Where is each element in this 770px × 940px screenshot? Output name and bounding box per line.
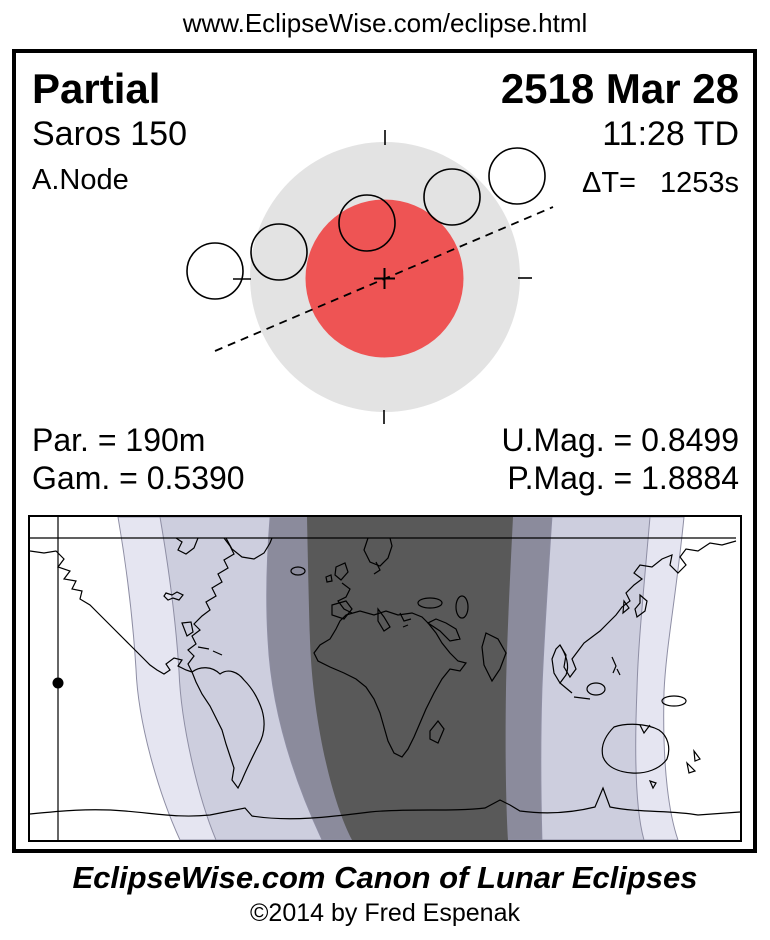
moon-position-4	[423, 168, 481, 226]
map-marker-dot	[52, 677, 64, 689]
delta-t-label: ΔT=	[581, 167, 636, 199]
delta-t-value: 1253s	[659, 167, 739, 199]
coastline-japan	[634, 593, 648, 619]
coastline-north-america-east	[187, 537, 235, 673]
stat-pmag: P.Mag. = 1.8884	[507, 460, 739, 496]
coastline-caribbean	[197, 646, 223, 656]
moon-position-5	[488, 147, 546, 205]
stat-gam: Gam. = 0.5390	[32, 460, 245, 496]
stat-umag: U.Mag. = 0.8499	[501, 422, 739, 458]
visibility-map	[30, 517, 740, 840]
moon-path-dashed-line	[214, 206, 554, 352]
coastline-java	[573, 696, 591, 700]
coastline-korea	[622, 599, 630, 615]
coastline-black-sea	[417, 597, 443, 609]
coastline-great-lakes	[163, 591, 184, 601]
coastline-philippines	[611, 656, 621, 676]
saros-label: Saros 150	[32, 115, 187, 153]
eclipse-card-inner: Partial 2518 Mar 28 Saros 150 11:28 TD A…	[16, 53, 753, 849]
zone-eclipse-full	[307, 517, 513, 840]
coastline-iceland	[290, 566, 306, 576]
copyright-line: ©2014 by Fred Espenak	[250, 899, 520, 927]
page-url: www.EclipseWise.com/eclipse.html	[182, 8, 588, 38]
coastline-italy	[377, 607, 391, 632]
coastline-baltic	[373, 561, 381, 575]
eclipse-card: Partial 2518 Mar 28 Saros 150 11:28 TD A…	[12, 49, 757, 853]
shadow-geometry-diagram	[186, 130, 554, 424]
coastline-europe-west	[337, 582, 353, 614]
canon-title: EclipseWise.com Canon of Lunar Eclipses	[72, 860, 698, 895]
coastlines	[30, 537, 740, 820]
coastline-new-zealand	[686, 748, 701, 774]
moon-position-3	[338, 194, 396, 252]
coastline-greenland	[225, 537, 273, 560]
coastline-tasmania	[648, 780, 657, 790]
moon-position-1	[186, 242, 244, 300]
coastline-india	[481, 632, 507, 683]
coastline-scandinavia	[363, 537, 393, 567]
coastline-africa	[313, 610, 468, 758]
coastline-antarctica	[30, 786, 740, 820]
coastline-ireland	[325, 574, 333, 583]
coastline-greece	[399, 612, 412, 628]
delta-t-row: ΔT= 1253s	[582, 167, 739, 200]
coastline-new-guinea	[661, 695, 687, 707]
moon-positions	[186, 147, 546, 300]
coastline-caspian-sea	[455, 595, 469, 619]
coastline-sumatra	[559, 682, 573, 694]
moon-position-2	[250, 223, 308, 281]
coastline-florida	[181, 621, 194, 637]
node-label: A.Node	[32, 164, 129, 196]
coastline-borneo	[586, 682, 606, 696]
eclipse-time: 11:28 TD	[602, 115, 739, 153]
coastline-arabia	[426, 618, 461, 642]
coastline-uk	[334, 562, 349, 581]
eclipse-type-title: Partial	[32, 65, 161, 112]
coastline-south-america	[191, 667, 265, 790]
stat-par: Par. = 190m	[32, 422, 206, 458]
coastline-madagascar	[429, 720, 445, 744]
coastline-carpentaria	[639, 724, 651, 735]
coastline-asia-east	[559, 540, 737, 679]
coastline-north-america	[30, 550, 193, 675]
eclipse-date: 2518 Mar 28	[500, 65, 739, 112]
coastline-australia	[601, 723, 670, 774]
visibility-map-frame	[28, 515, 742, 842]
coastline-indochina	[551, 644, 569, 685]
coastline-hudson-bay	[175, 537, 199, 555]
